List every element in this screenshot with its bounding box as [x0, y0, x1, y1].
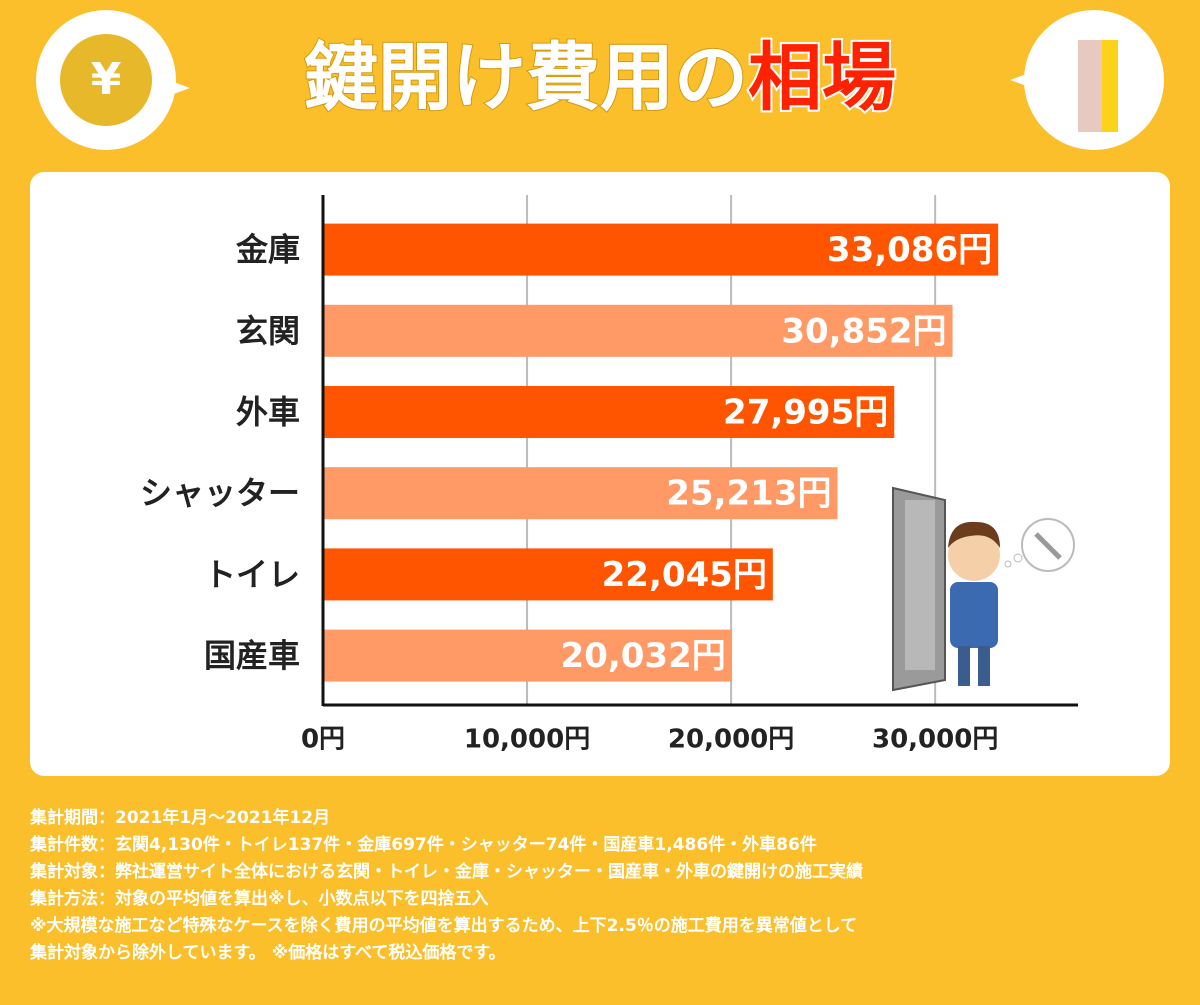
chart-title: 鍵開け費用の相場 — [304, 35, 896, 121]
note: 集計対象から除外しています。 ※価格はすべて税込価格です。 — [29, 942, 506, 963]
svg-text:¥: ¥ — [91, 54, 122, 105]
x-tick-label: 0円 — [301, 725, 345, 755]
category-label: トイレ — [204, 555, 300, 593]
title-highlight: 相場 — [748, 35, 896, 121]
x-tick-label: 30,000円 — [872, 725, 998, 755]
coin-icon: ¥ — [36, 10, 190, 150]
bar — [323, 223, 999, 276]
plot-area: 0円 10,000円 20,000円 30,000円 33,086円 金庫 30,852円 玄… — [140, 195, 1078, 755]
category-label: 外車 — [236, 393, 300, 431]
bar — [323, 548, 773, 601]
note: 集計対象：弊社運営サイト全体における玄関・トイレ・金庫・シャッター・国産車・外車… — [29, 861, 863, 882]
note: ※大規模な施工など特殊なケースを除く費用の平均値を算出するため、上下2.5％の施… — [30, 915, 857, 936]
notes: 集計期間：2021年1月～2021年12月集計件数：玄関4,130件・トイレ13… — [29, 807, 863, 963]
bar — [323, 304, 953, 357]
value-label: 27,995円 — [723, 393, 888, 433]
person-illustration — [892, 486, 1075, 692]
title-main: 鍵開け費用の — [304, 35, 748, 121]
bar — [323, 629, 732, 682]
bar — [323, 467, 838, 520]
x-tick-label: 10,000円 — [464, 725, 590, 755]
bar — [323, 386, 895, 438]
value-label: 20,032円 — [561, 636, 726, 676]
x-tick-label: 20,000円 — [668, 725, 794, 755]
value-label: 25,213円 — [666, 474, 831, 514]
value-label: 22,045円 — [602, 555, 767, 595]
value-label: 30,852円 — [781, 311, 946, 351]
category-label: 国産車 — [204, 637, 300, 675]
note: 集計期間：2021年1月～2021年12月 — [29, 807, 330, 828]
door-icon — [1010, 10, 1164, 150]
category-label: 玄関 — [236, 312, 300, 350]
value-label: 33,086円 — [827, 230, 992, 270]
category-label: 金庫 — [235, 231, 300, 269]
category-label: シャッター — [140, 474, 300, 512]
note: 集計方法：対象の平均値を算出※し、小数点以下を四捨五入 — [29, 888, 489, 909]
note: 集計件数：玄関4,130件・トイレ137件・金庫697件・シャッター74件・国産… — [29, 834, 817, 855]
